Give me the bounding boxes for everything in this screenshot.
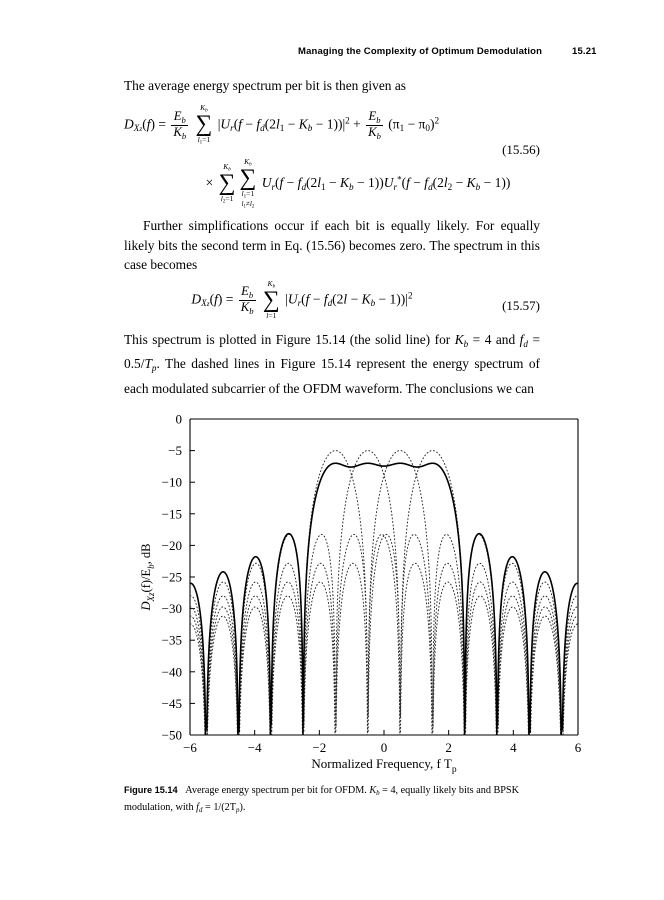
subcarrier-spectra-curves [189, 450, 579, 736]
y-tick-label: −25 [162, 570, 182, 585]
plot-tick-labels: −6 −4 −2 0 2 4 60−5−10−15−20−25−30−35−40−45−50 [162, 412, 582, 756]
caption-text-b: = 4, equally likely bits and BPSK modula… [124, 785, 519, 813]
subcarrier-curve-4 [189, 450, 579, 736]
page-folio: 15.21 [572, 46, 597, 57]
figure-15-14: −6 −4 −2 0 2 4 6 0 −5 −10 −15 −20 −25 −30 −35 −40 −45 −50… [0, 400, 664, 780]
caption-kb-sub: b [376, 790, 380, 798]
summation-l1: Kb ∑ l1=1 [195, 103, 213, 146]
x-tick-label: −2 [312, 740, 326, 755]
equation-15-57-content: DXz(f) = Eb Kb Kb ∑ l=1 |Ur(f − fd(2l − … [191, 279, 413, 321]
intro-paragraph: The average energy spectrum per bit is t… [124, 78, 406, 93]
header-title: Managing the Complexity of Optimum Demod… [298, 46, 543, 57]
y-tick-label: −15 [162, 506, 182, 521]
summation-l1-b: Kb ∑ l1=1 l1≠l2 [239, 157, 257, 210]
x-tick-label: 6 [575, 740, 582, 755]
x-tick-label: 0 [381, 740, 388, 755]
x-tick-label: 2 [445, 740, 452, 755]
subcarrier-curve-1 [189, 450, 579, 736]
caption-fd: f [196, 801, 200, 813]
figure-caption: Figure 15.14 Average energy spectrum per… [124, 784, 540, 817]
plot-ticks [189, 418, 579, 736]
plotted-text-3: . The dashed lines in Figure 15.14 repre… [124, 356, 540, 396]
caption-fd-sub: d [199, 806, 203, 814]
fraction-eb-kb-3: Eb Kb [238, 283, 256, 316]
composite-curve [189, 462, 579, 736]
y-tick-label: −30 [162, 601, 182, 616]
y-tick-label: −40 [162, 664, 182, 679]
caption-tp-sub: p [235, 806, 240, 814]
summation-l: Kb ∑ l=1 [262, 279, 280, 321]
x-axis-label: Normalized Frequency, f Tp [311, 756, 456, 775]
y-tick-label: −5 [168, 443, 182, 458]
equation-15-56-number: (15.56) [502, 142, 540, 157]
plotted-paragraph: This spectrum is plotted in Figure 15.14… [124, 332, 540, 396]
running-header: Managing the Complexity of Optimum Demod… [298, 46, 618, 57]
summation-l2: Kb ∑ l2=1 [218, 161, 236, 205]
figure-caption-label: Figure 15.14 [124, 785, 178, 795]
equation-15-57: DXz(f) = Eb Kb Kb ∑ l=1 |Ur(f − fd(2l − … [124, 279, 540, 321]
y-axis-label: DXz(f)/Eb, dB [139, 544, 156, 612]
y-tick-label: −50 [162, 728, 182, 743]
equation-15-56-line-1: DXz(f) = Eb Kb Kb ∑ l1=1 |Ur(f − fd(2l1 … [124, 103, 440, 146]
equation-15-57-number: (15.57) [502, 298, 540, 313]
y-tick-label: 0 [176, 412, 183, 427]
further-paragraph: Further simplifications occur if each bi… [124, 218, 540, 272]
energy-spectrum-plot: −6 −4 −2 0 2 4 60−5−10−15−20−25−30−35−40−45−50… [139, 412, 582, 776]
equation-15-56: DXz(f) = Eb Kb Kb ∑ l1=1 |Ur(f − fd(2l1 … [124, 103, 540, 146]
figure-caption-body: Average energy spectrum per bit for OFDM… [124, 785, 519, 814]
x-tick-label: −4 [248, 740, 262, 755]
plotted-text-1: This spectrum is plotted in Figure 15.14… [124, 332, 455, 347]
fraction-eb-kb-2: Eb Kb [366, 108, 383, 141]
caption-kb: K [369, 785, 377, 796]
x-tick-label: −6 [183, 740, 197, 755]
y-tick-label: −35 [162, 633, 182, 648]
fraction-eb-kb: Eb Kb [171, 108, 189, 141]
composite-spectrum-curve [189, 462, 579, 736]
plotted-text-2: and [491, 332, 520, 347]
x-tick-label: 4 [510, 740, 517, 755]
caption-text-c: = 1/(2T [202, 801, 236, 813]
equation-15-56-line-2-content: × Kb ∑ l2=1 Kb ∑ l1=1 l1≠l2 Ur(f − fd(2l1… [205, 157, 511, 210]
y-tick-label: −10 [162, 475, 182, 490]
caption-text-d: ). [239, 801, 246, 813]
equation-15-56-line-2: × Kb ∑ l2=1 Kb ∑ l1=1 l1≠l2 Ur(f − fd(2l1… [124, 157, 540, 210]
y-tick-label: −45 [162, 696, 182, 711]
caption-text-a: Average energy spectrum per bit for OFDM… [185, 785, 370, 796]
y-tick-label: −20 [162, 538, 182, 553]
subcarrier-curve-3 [189, 450, 579, 736]
subcarrier-curve-2 [189, 450, 579, 736]
